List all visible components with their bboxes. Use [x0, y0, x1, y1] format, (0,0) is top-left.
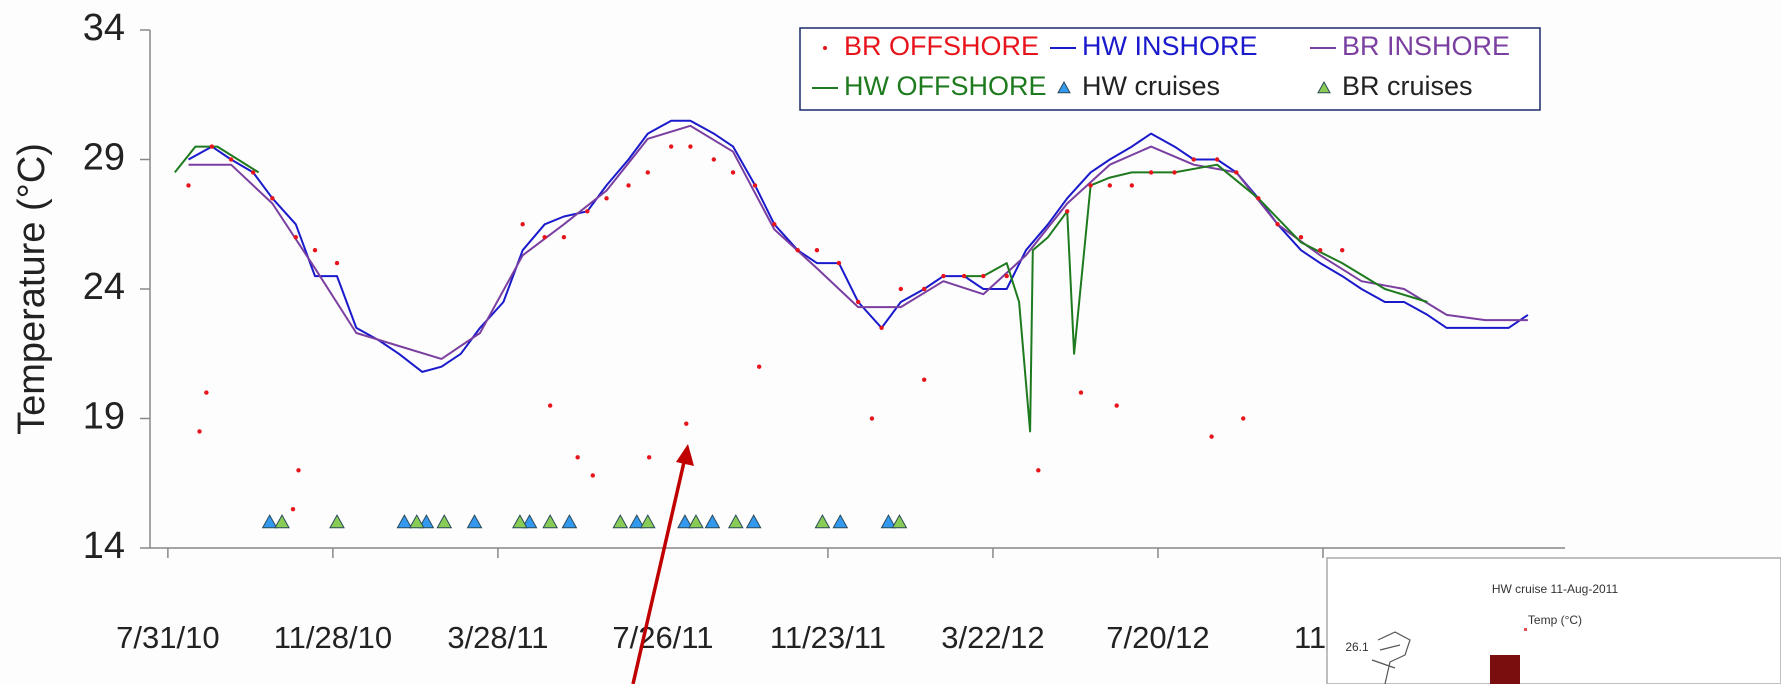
data-dot — [1005, 274, 1009, 278]
y-tick-label: 14 — [83, 525, 125, 567]
data-dot — [210, 144, 214, 148]
y-axis-title: Temperature (°C) — [11, 143, 53, 435]
data-dot — [204, 390, 208, 394]
legend-label: BR cruises — [1342, 71, 1473, 101]
data-dot — [197, 429, 201, 433]
data-dot — [1234, 170, 1238, 174]
x-tick-label: 11/28/10 — [274, 620, 392, 655]
inset-subtitle: Temp (°C) — [1528, 613, 1582, 627]
y-tick-label: 24 — [83, 266, 125, 308]
data-dot — [186, 183, 190, 187]
data-dot — [1079, 390, 1083, 394]
legend-label: HW cruises — [1082, 71, 1220, 101]
data-dot — [1172, 170, 1176, 174]
data-dot — [1256, 196, 1260, 200]
legend-label: HW INSHORE — [1082, 31, 1258, 61]
y-tick-label: 19 — [83, 396, 125, 438]
data-dot — [229, 157, 233, 161]
data-dot — [1241, 416, 1245, 420]
data-dot — [922, 377, 926, 381]
data-dot — [251, 170, 255, 174]
data-dot — [291, 507, 295, 511]
data-dot — [1215, 157, 1219, 161]
data-dot — [837, 261, 841, 265]
data-dot — [646, 170, 650, 174]
data-dot — [1209, 434, 1213, 438]
data-dot — [626, 183, 630, 187]
legend-swatch — [823, 46, 827, 50]
data-dot — [731, 170, 735, 174]
data-dot — [981, 274, 985, 278]
data-dot — [684, 421, 688, 425]
data-dot — [585, 209, 589, 213]
data-dot — [548, 403, 552, 407]
inset-point — [1524, 628, 1527, 631]
data-dot — [856, 300, 860, 304]
data-dot — [313, 248, 317, 252]
data-dot — [753, 183, 757, 187]
x-tick-label: 7/20/12 — [1106, 620, 1209, 655]
data-dot — [688, 144, 692, 148]
legend-label: HW OFFSHORE — [844, 71, 1047, 101]
data-dot — [1108, 183, 1112, 187]
data-dot — [604, 196, 608, 200]
data-dot — [1130, 183, 1134, 187]
y-tick-label: 34 — [83, 7, 125, 49]
data-dot — [1299, 235, 1303, 239]
data-dot — [1036, 468, 1040, 472]
chart: Temperature (°C) 14 19 24 29 34 7/31/10 11/28/… — [0, 0, 1781, 684]
x-tick-label: 11/23/11 — [770, 620, 886, 655]
data-dot — [294, 235, 298, 239]
data-dot — [962, 274, 966, 278]
data-dot — [542, 235, 546, 239]
data-dot — [1275, 222, 1279, 226]
data-dot — [757, 365, 761, 369]
data-dot — [562, 235, 566, 239]
data-dot — [870, 416, 874, 420]
data-dot — [1065, 209, 1069, 213]
data-dot — [1318, 248, 1322, 252]
data-dot — [296, 468, 300, 472]
data-dot — [575, 455, 579, 459]
data-dot — [335, 261, 339, 265]
x-tick-label: 3/22/12 — [941, 620, 1044, 655]
data-dot — [1088, 183, 1092, 187]
data-dot — [520, 222, 524, 226]
inset-title: HW cruise 11-Aug-2011 — [1492, 582, 1619, 596]
data-dot — [591, 473, 595, 477]
legend-label: BR OFFSHORE — [844, 31, 1039, 61]
y-tick-label: 29 — [83, 137, 125, 179]
inset: HW cruise 11-Aug-2011 Temp (°C) 26.1 — [1327, 558, 1781, 684]
x-tick-label: 3/28/11 — [447, 620, 548, 655]
page: Temperature (°C) 14 19 24 29 34 7/31/10 11/28/… — [0, 0, 1781, 684]
data-dot — [899, 287, 903, 291]
data-dot — [669, 144, 673, 148]
data-dot — [879, 326, 883, 330]
data-dot — [1149, 170, 1153, 174]
data-dot — [1115, 403, 1119, 407]
data-dot — [941, 274, 945, 278]
legend-label: BR INSHORE — [1342, 31, 1510, 61]
data-dot — [922, 287, 926, 291]
inset-label: 26.1 — [1345, 640, 1369, 654]
x-tick-label: 7/26/11 — [612, 620, 713, 655]
data-dot — [647, 455, 651, 459]
data-dot — [712, 157, 716, 161]
data-dot — [270, 196, 274, 200]
data-dot — [1340, 248, 1344, 252]
inset-color-block — [1490, 655, 1520, 684]
x-tick-label: 7/31/10 — [116, 620, 219, 655]
data-dot — [1192, 157, 1196, 161]
data-dot — [795, 248, 799, 252]
data-dot — [815, 248, 819, 252]
data-dot — [772, 222, 776, 226]
